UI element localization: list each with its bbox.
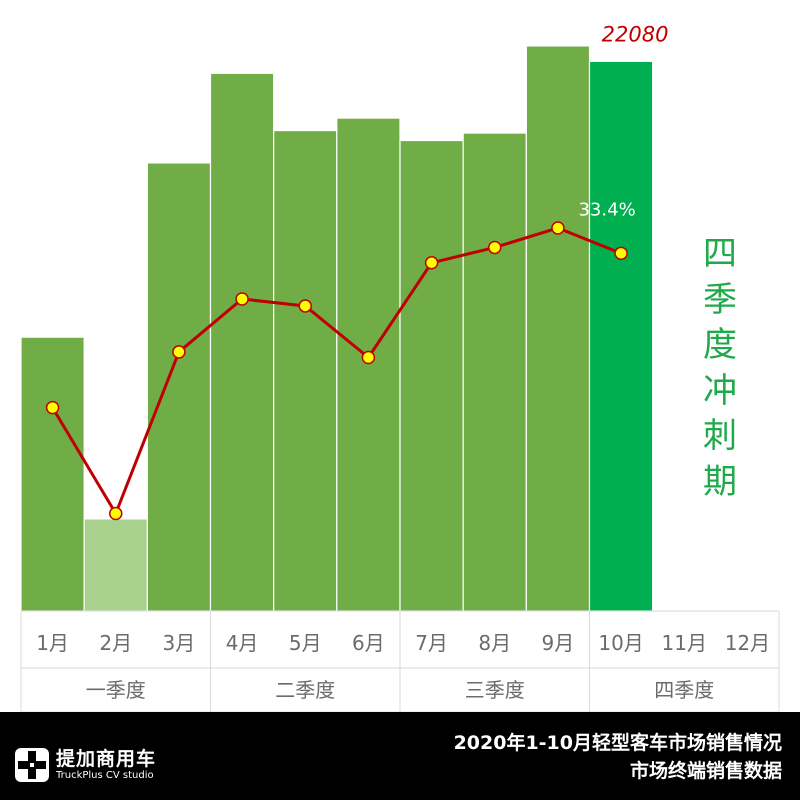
bar <box>336 117 401 612</box>
quarter-label: 一季度 <box>86 678 146 702</box>
bar <box>399 139 464 612</box>
truckplus-logo-icon <box>14 747 50 783</box>
side-label-char: 期 <box>703 461 737 502</box>
line-marker <box>172 345 186 359</box>
line-marker <box>551 221 565 235</box>
month-label: 6月 <box>352 631 385 655</box>
bar <box>83 518 148 612</box>
bar <box>525 45 591 612</box>
title-line-1: 2020年1-10月轻型客车市场销售情况 <box>453 732 782 754</box>
month-label: 3月 <box>163 631 196 655</box>
line-marker <box>45 400 60 415</box>
month-label: 4月 <box>226 631 259 655</box>
month-label: 1月 <box>36 631 69 655</box>
month-label: 11月 <box>662 631 707 655</box>
line-marker <box>361 350 376 365</box>
month-label: 10月 <box>598 631 643 655</box>
bar <box>273 129 338 612</box>
q4-sprint-label: 四 季 度 冲 刺 期 <box>698 232 742 506</box>
side-label-char: 刺 <box>703 416 737 457</box>
line-marker <box>298 299 312 313</box>
month-label: 2月 <box>99 631 132 655</box>
month-label: 5月 <box>289 631 322 655</box>
title-line-2: 市场终端销售数据 <box>629 760 782 782</box>
month-label: 8月 <box>478 631 511 655</box>
growth-line <box>51 226 622 515</box>
footer-bar <box>0 712 800 800</box>
line-marker <box>109 506 123 521</box>
side-label-char: 四 <box>703 234 737 274</box>
bar <box>462 132 527 612</box>
line-marker <box>235 292 249 306</box>
line-marker <box>614 246 628 261</box>
side-label-char: 季 <box>703 279 737 320</box>
month-label: 7月 <box>415 631 448 655</box>
line-marker <box>488 240 502 255</box>
month-label: 12月 <box>725 631 770 655</box>
month-label: 9月 <box>542 631 575 655</box>
side-label-char: 冲 <box>703 370 737 411</box>
bar <box>209 72 275 612</box>
quarter-label: 四季度 <box>654 678 714 702</box>
bar-value-label: 22080 <box>602 22 669 46</box>
footer-title: 2020年1-10月轻型客车市场销售情况 市场终端销售数据 <box>454 729 782 785</box>
quarter-label: 三季度 <box>465 678 525 702</box>
bar <box>146 162 212 612</box>
logo: 提加商用车 TruckPlus CV studio <box>14 747 156 783</box>
quarter-label: 二季度 <box>275 678 335 702</box>
logo-english: TruckPlus CV studio <box>56 769 154 781</box>
bar <box>20 336 85 612</box>
logo-chinese: 提加商用车 <box>56 747 157 770</box>
bar <box>588 60 654 612</box>
line-value-label: 33.4% <box>578 199 635 220</box>
line-marker <box>424 256 439 270</box>
side-label-char: 度 <box>703 325 737 366</box>
